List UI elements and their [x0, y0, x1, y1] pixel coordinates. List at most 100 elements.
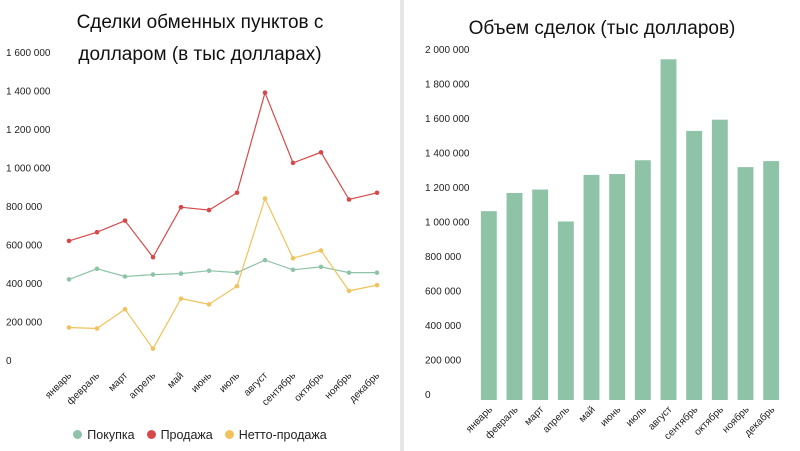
line-chart-title-line-1: Сделки обменных пунктов с: [76, 12, 324, 33]
legend-item-2: Нетто-продажа: [224, 428, 327, 442]
x-tick-label-март: март: [107, 370, 131, 394]
data-point-2-август: [262, 196, 268, 201]
bar-март: [532, 189, 549, 400]
data-point-1-декабрь: [374, 190, 380, 196]
data-point-0-март: [122, 274, 128, 279]
series-line-0: [68, 259, 377, 280]
legend-label: Продажа: [160, 428, 213, 442]
data-point-0-август: [262, 257, 268, 263]
bar-июнь: [609, 174, 626, 400]
bar-chart-plot: 0 200 000 400 000 600 000 800 000 1 000 000 1 …: [425, 45, 780, 442]
y-tick-label: 1 000 000: [6, 164, 51, 175]
x-tick-label-май: май: [577, 404, 598, 425]
legend-marker-icon: [146, 430, 156, 439]
bar-октябрь: [711, 119, 728, 400]
data-point-1-февраль: [94, 229, 100, 235]
y-tick-label: 1 200 000: [425, 183, 470, 194]
data-point-0-май: [178, 271, 184, 276]
y-tick-label: 0: [6, 356, 12, 367]
data-point-0-январь: [66, 277, 72, 282]
line-chart-plot: 0 200 000 400 000 600 000 800 000 1 000 000 1 …: [6, 48, 382, 408]
bar-апрель: [557, 221, 574, 400]
data-point-2-октябрь: [318, 248, 324, 253]
bar-декабрь: [763, 161, 780, 400]
line-chart-title-line-2: долларом (в тыс долларах): [78, 44, 322, 65]
data-point-2-март: [122, 306, 128, 312]
data-point-0-июнь: [206, 268, 212, 274]
data-point-1-январь: [66, 238, 72, 244]
legend-marker-icon: [73, 430, 83, 439]
x-tick-label-декабрь: декабрь: [347, 370, 382, 405]
data-point-0-февраль: [94, 266, 100, 272]
bar-август: [660, 59, 677, 400]
panel-divider: [400, 0, 404, 451]
line-chart-panel: Сделки обменных пунктов с долларом (в ты…: [0, 12, 400, 442]
data-point-2-май: [178, 296, 184, 301]
data-point-1-октябрь: [318, 150, 324, 155]
y-tick-label: 600 000: [425, 287, 462, 298]
y-tick-label: 200 000: [6, 318, 43, 329]
data-point-0-октябрь: [318, 264, 324, 270]
legend-item-1: Продажа: [146, 428, 213, 442]
bar-ноябрь: [737, 167, 754, 400]
bar-chart-title: Объем сделок (тыс долларов): [468, 18, 736, 39]
bar-сентябрь: [686, 130, 703, 400]
data-point-1-сентябрь: [290, 160, 296, 166]
data-point-2-декабрь: [374, 282, 380, 288]
y-tick-label: 1 600 000: [6, 48, 51, 59]
data-point-1-июнь: [206, 207, 212, 213]
data-point-0-июль: [234, 270, 240, 275]
data-point-2-сентябрь: [290, 255, 296, 261]
y-tick-label: 1 400 000: [6, 87, 51, 98]
y-tick-label: 400 000: [6, 279, 43, 290]
data-point-0-декабрь: [374, 270, 380, 275]
y-tick-label: 1 400 000: [425, 149, 470, 160]
data-point-0-сентябрь: [290, 267, 296, 273]
x-tick-label-май: май: [166, 370, 187, 391]
data-point-2-февраль: [94, 326, 100, 331]
bar-июль: [634, 160, 651, 400]
y-tick-label: 1 600 000: [425, 114, 470, 125]
data-point-2-июль: [234, 283, 240, 289]
data-point-2-июнь: [206, 302, 212, 307]
data-point-1-ноябрь: [346, 197, 352, 202]
y-tick-label: 200 000: [425, 356, 462, 367]
y-tick-label: 800 000: [425, 252, 462, 263]
y-tick-label: 1 000 000: [425, 218, 470, 229]
bar-январь: [480, 211, 497, 400]
line-chart-legend: Покупка Продажа Нетто-продажа: [0, 428, 400, 442]
y-tick-label: 1 800 000: [425, 80, 470, 91]
y-tick-label: 400 000: [425, 321, 462, 332]
y-tick-label: 2 000 000: [425, 45, 470, 56]
x-tick-label-июль: июль: [217, 370, 242, 395]
x-tick-label-октябрь: октябрь: [292, 370, 326, 404]
legend-label: Покупка: [87, 428, 135, 442]
y-tick-label: 0: [425, 390, 431, 401]
series-line-2: [68, 196, 378, 350]
data-point-1-март: [122, 218, 128, 223]
y-tick-label: 600 000: [6, 241, 43, 252]
bar-май: [583, 174, 600, 400]
bar-chart-panel: Объем сделок (тыс долларов) 0 200 000 400 …: [404, 0, 800, 451]
data-point-0-апрель: [150, 272, 156, 277]
data-point-1-июль: [234, 190, 240, 196]
data-point-1-май: [178, 204, 184, 210]
data-point-2-апрель: [150, 346, 156, 351]
data-point-1-апрель: [150, 254, 156, 260]
legend-item-0: Покупка: [73, 428, 135, 442]
x-tick-label-апрель: апрель: [541, 404, 572, 435]
bar-февраль: [506, 193, 523, 400]
series-line-1: [68, 90, 378, 259]
data-point-2-январь: [66, 325, 72, 330]
data-point-0-ноябрь: [346, 270, 352, 275]
data-point-2-ноябрь: [346, 288, 352, 294]
x-tick-label-июль: июль: [624, 404, 649, 429]
x-tick-label-июнь: июнь: [599, 404, 624, 429]
y-tick-label: 800 000: [6, 202, 43, 213]
legend-label: Нетто-продажа: [238, 428, 327, 442]
data-point-1-август: [262, 90, 268, 95]
y-tick-label: 1 200 000: [6, 125, 51, 136]
legend-marker-icon: [224, 430, 234, 439]
x-tick-label-апрель: апрель: [127, 370, 158, 401]
